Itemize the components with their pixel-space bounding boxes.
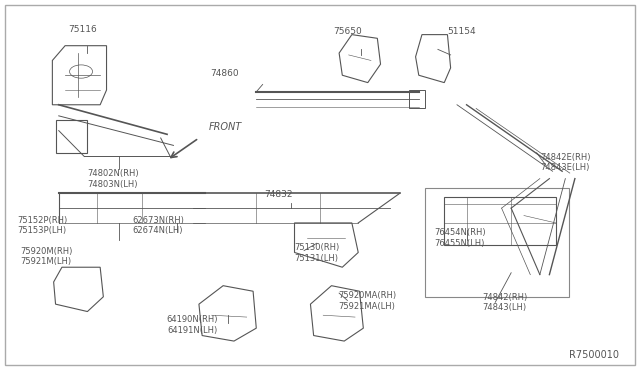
Text: 51154: 51154 [447,28,476,36]
Text: 75650: 75650 [333,28,362,36]
Text: 75920MA(RH)
75921MA(LH): 75920MA(RH) 75921MA(LH) [338,291,396,311]
Text: FRONT: FRONT [209,122,242,132]
Text: 74842E(RH)
74843E(LH): 74842E(RH) 74843E(LH) [540,153,590,172]
Text: 76454N(RH)
76455N(LH): 76454N(RH) 76455N(LH) [435,228,486,248]
Text: 62673N(RH)
62674N(LH): 62673N(RH) 62674N(LH) [132,215,184,235]
Text: 75920M(RH)
75921M(LH): 75920M(RH) 75921M(LH) [20,247,73,266]
Text: 75116: 75116 [68,25,97,34]
Text: 75130(RH)
75131(LH): 75130(RH) 75131(LH) [294,243,340,263]
Text: 74802N(RH)
74803N(LH): 74802N(RH) 74803N(LH) [88,169,139,189]
Text: 74842(RH)
74843(LH): 74842(RH) 74843(LH) [483,293,528,312]
Text: R7500010: R7500010 [570,350,620,359]
Text: 75152P(RH)
75153P(LH): 75152P(RH) 75153P(LH) [17,215,68,235]
Text: 64190N(RH)
64191N(LH): 64190N(RH) 64191N(LH) [167,315,218,335]
Text: 74860: 74860 [210,69,239,78]
Text: 74832: 74832 [264,190,293,199]
